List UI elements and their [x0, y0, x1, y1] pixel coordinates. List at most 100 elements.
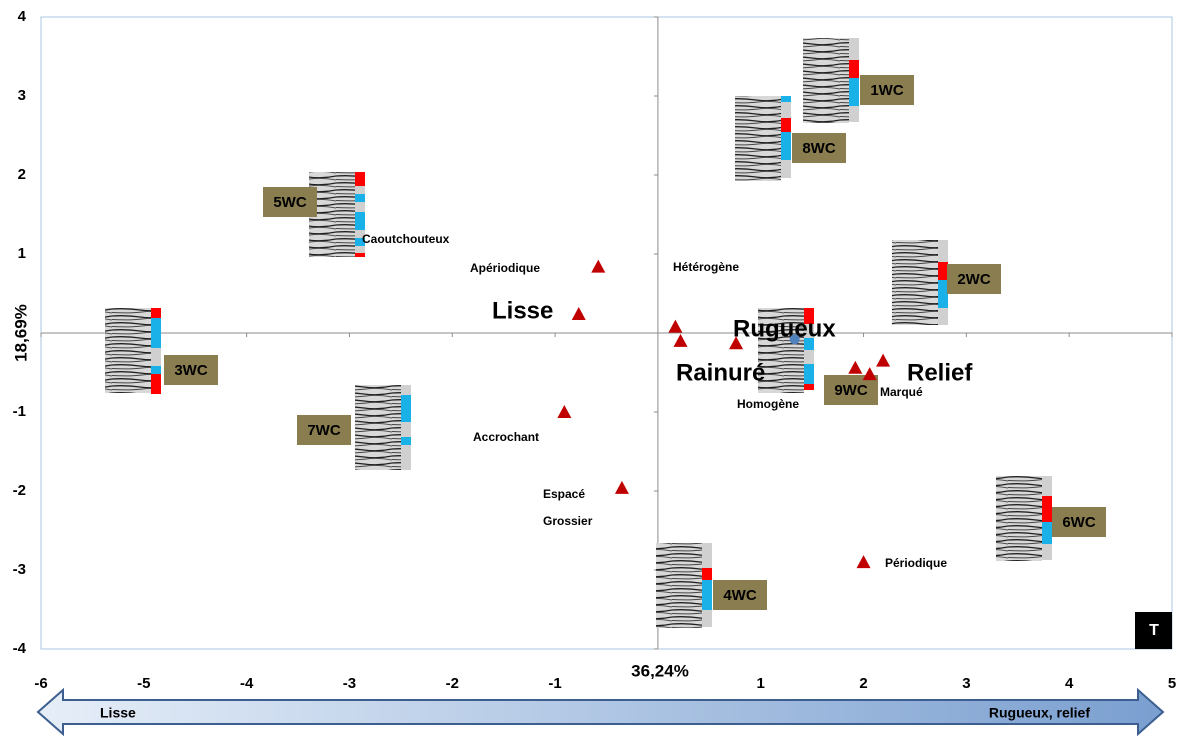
- sample-label: 9WC: [834, 382, 868, 399]
- sample-label: 4WC: [723, 587, 757, 604]
- annotation: Marqué: [880, 385, 923, 399]
- sample-colorbar: [849, 60, 859, 78]
- sample-colorbar: [849, 106, 859, 122]
- x-tick-label: 3: [962, 675, 970, 692]
- sample-colorbar: [1042, 476, 1052, 496]
- annotation: Grossier: [543, 514, 593, 528]
- x-tick-label: -4: [240, 675, 254, 692]
- annotation: Caoutchouteux: [362, 232, 450, 246]
- sample-colorbar: [151, 318, 161, 348]
- sample-colorbar: [804, 384, 814, 390]
- sample-colorbar: [355, 230, 365, 238]
- sample-colorbar: [401, 422, 411, 437]
- annotation: Lisse: [492, 297, 553, 324]
- sample-colorbar: [804, 308, 814, 324]
- sample-colorbar: [355, 194, 365, 202]
- annotation: Espacé: [543, 487, 585, 501]
- sample-label: 5WC: [273, 194, 307, 211]
- sample-colorbar: [1042, 544, 1052, 560]
- x-tick-label: -3: [343, 675, 356, 692]
- point: [876, 353, 891, 367]
- sample-label: 3WC: [174, 362, 208, 379]
- sample-image: [892, 240, 938, 325]
- annotation: Rugueux: [733, 315, 836, 342]
- sample-colorbar: [938, 240, 948, 262]
- sample-label: 7WC: [307, 422, 341, 439]
- sample-colorbar: [781, 102, 791, 118]
- x-axis-label: 36,24%: [631, 661, 689, 680]
- sample-colorbar: [355, 172, 365, 186]
- sample-label-box: [297, 415, 351, 445]
- arrow-left-label: Lisse: [100, 705, 136, 721]
- y-tick-label: -4: [13, 640, 27, 657]
- sample-colorbar: [401, 445, 411, 470]
- sample-colorbar: [355, 202, 365, 212]
- sample-label-box: [1052, 507, 1106, 537]
- annotation: Homogène: [737, 397, 799, 411]
- point: [729, 336, 744, 350]
- annotation: Périodique: [885, 556, 947, 570]
- x-tick-label: -5: [137, 675, 150, 692]
- point: [862, 367, 877, 381]
- sample-colorbar: [781, 118, 791, 132]
- y-axis-label: 18,69%: [11, 304, 30, 362]
- sample-colorbar: [702, 568, 712, 580]
- annotation: Accrochant: [473, 430, 539, 444]
- sample-label-box: [713, 580, 767, 610]
- point: [673, 333, 688, 347]
- sample-colorbar: [804, 324, 814, 338]
- sample-label-box: [164, 355, 218, 385]
- sample-label-box: [792, 133, 846, 163]
- y-tick-label: -2: [13, 482, 26, 499]
- y-tick-label: 2: [18, 166, 26, 183]
- sample-colorbar: [355, 212, 365, 230]
- sample-colorbar: [938, 280, 948, 308]
- y-tick-label: -3: [13, 561, 26, 578]
- sample-label-box: [947, 264, 1001, 294]
- y-tick-label: 4: [18, 8, 27, 25]
- sample-image: [758, 308, 804, 393]
- x-tick-label: -1: [548, 675, 561, 692]
- point: [571, 307, 586, 321]
- sample-label: 2WC: [957, 271, 991, 288]
- sample-colorbar: [804, 350, 814, 364]
- point: [668, 319, 683, 333]
- sample-colorbar: [702, 610, 712, 627]
- x-tick-label: 4: [1065, 675, 1074, 692]
- sample-colorbar: [355, 246, 365, 253]
- point: [789, 334, 800, 345]
- x-tick-label: 2: [859, 675, 867, 692]
- corner-badge-box: [1135, 612, 1172, 649]
- annotation: Apériodique: [470, 261, 540, 275]
- sample-label-box: [263, 187, 317, 217]
- sample-label: 1WC: [870, 82, 904, 99]
- sample-colorbar: [781, 132, 791, 160]
- sample-colorbar: [355, 253, 365, 257]
- sample-colorbar: [781, 160, 791, 178]
- annotation: Hétérogène: [673, 260, 739, 274]
- sample-colorbar: [781, 96, 791, 102]
- sample-colorbar: [938, 308, 948, 325]
- y-tick-label: 3: [18, 87, 26, 104]
- sample-label: 8WC: [802, 140, 836, 157]
- point: [614, 480, 629, 494]
- sample-colorbar: [849, 78, 859, 106]
- sample-colorbar: [804, 364, 814, 384]
- sample-label: 6WC: [1062, 514, 1096, 531]
- sample-colorbar: [151, 366, 161, 374]
- arrow-right-label: Rugueux, relief: [989, 705, 1090, 721]
- sample-colorbar: [702, 543, 712, 568]
- sample-colorbar: [355, 186, 365, 194]
- y-tick-label: 1: [18, 245, 26, 262]
- point: [557, 405, 572, 418]
- sample-colorbar: [1042, 522, 1052, 544]
- annotation: Relief: [907, 359, 973, 386]
- sample-colorbar: [401, 385, 411, 395]
- corner-badge: T: [1149, 622, 1159, 639]
- sample-colorbar: [702, 580, 712, 610]
- sample-colorbar: [355, 238, 365, 246]
- sample-label-box: [860, 75, 914, 105]
- sample-colorbar: [401, 437, 411, 445]
- direction-arrow: [36, 687, 1165, 737]
